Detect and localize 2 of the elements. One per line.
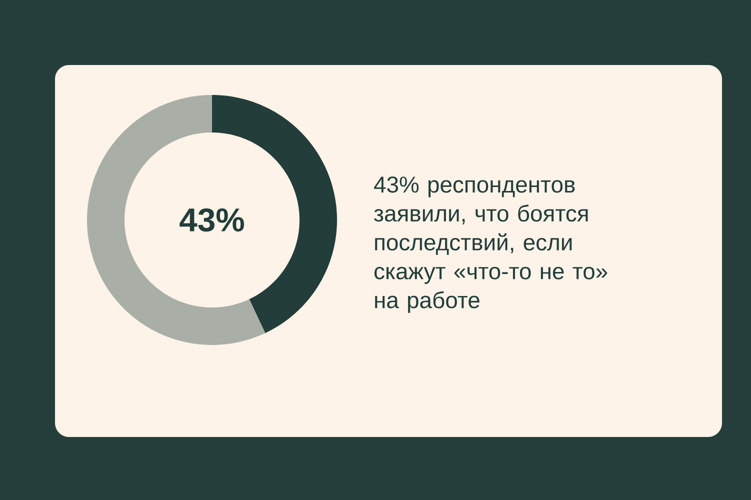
text: 43%	[180, 208, 244, 232]
text: 43% респондентов заявили, что боятся последствий, если скажут «что-то не то» на работе	[374, 176, 608, 313]
